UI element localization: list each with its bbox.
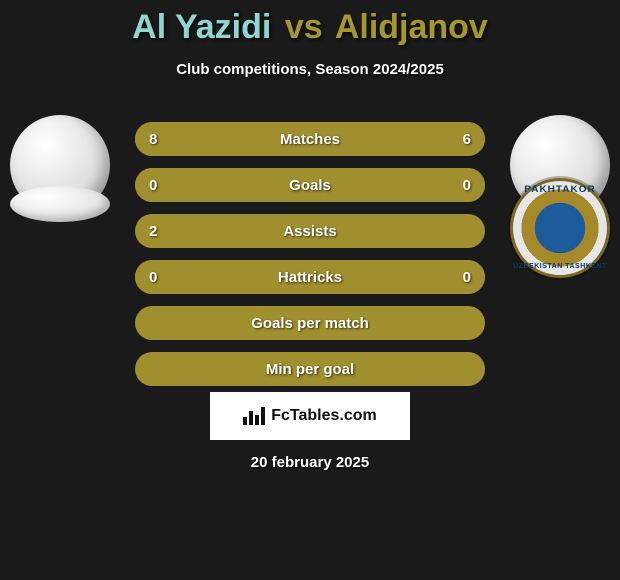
stat-row: Goals per match xyxy=(135,306,485,340)
watermark-text: FcTables.com xyxy=(271,407,377,425)
stat-label: Hattricks xyxy=(278,269,342,286)
stat-value-a: 0 xyxy=(149,168,157,202)
date-label: 20 february 2025 xyxy=(0,454,620,471)
title-wrap: Al Yazidi vs Alidjanov xyxy=(0,0,620,47)
stat-label: Assists xyxy=(283,223,336,240)
stat-label: Goals per match xyxy=(251,315,369,332)
bar-chart-icon xyxy=(243,407,265,425)
stat-fill-a xyxy=(135,168,310,202)
stat-label: Min per goal xyxy=(266,361,354,378)
stat-row: Matches 8 6 xyxy=(135,122,485,156)
stat-row: Min per goal xyxy=(135,352,485,386)
stat-value-b: 0 xyxy=(463,260,471,294)
stat-row: Assists 2 xyxy=(135,214,485,248)
stat-label: Matches xyxy=(280,131,340,148)
stat-value-b: 6 xyxy=(463,122,471,156)
club-b-badge: ★ ★ PAKHTAKOR UZBEKISTAN TASHKENT xyxy=(510,178,610,278)
club-a-wrap xyxy=(10,170,110,240)
stat-label: Goals xyxy=(289,177,331,194)
stats-rows: Matches86Goals00Assists2Hattricks00Goals… xyxy=(135,122,485,398)
title-player-a: Al Yazidi xyxy=(132,8,271,46)
stat-fill-b xyxy=(310,168,485,202)
stat-value-a: 0 xyxy=(149,260,157,294)
badge-text-bottom: UZBEKISTAN TASHKENT xyxy=(510,263,610,270)
page-title: Al Yazidi vs Alidjanov xyxy=(0,8,620,47)
stat-value-a: 2 xyxy=(149,214,157,248)
stat-value-a: 8 xyxy=(149,122,157,156)
stat-value-b: 0 xyxy=(463,168,471,202)
stat-row: Hattricks 0 0 xyxy=(135,260,485,294)
club-a-placeholder xyxy=(10,186,110,222)
title-vs: vs xyxy=(285,8,323,46)
title-player-b: Alidjanov xyxy=(335,8,488,46)
badge-text-top: PAKHTAKOR xyxy=(510,185,610,195)
stat-row: Goals 0 0 xyxy=(135,168,485,202)
subtitle: Club competitions, Season 2024/2025 xyxy=(0,61,620,78)
watermark: FcTables.com xyxy=(210,392,410,440)
